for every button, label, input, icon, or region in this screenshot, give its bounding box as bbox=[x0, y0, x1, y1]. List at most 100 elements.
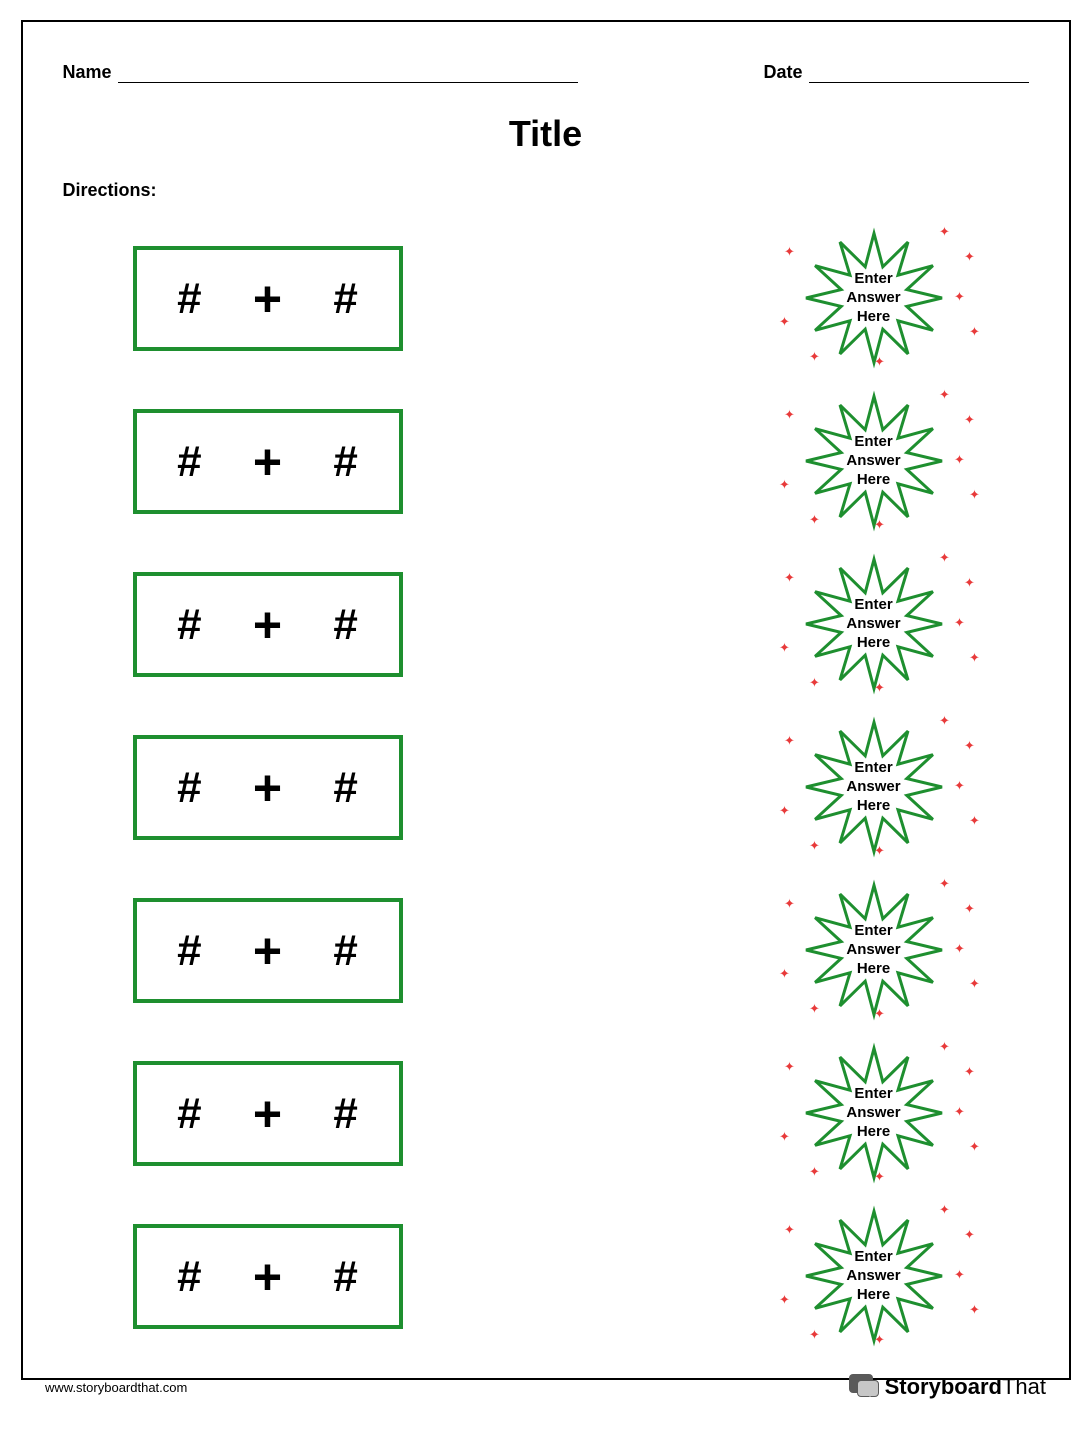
svg-text:✦: ✦ bbox=[939, 715, 950, 728]
answer-burst[interactable]: ✦ ✦ ✦ ✦ ✦ ✦ ✦ ✦ EnterAnswerHere bbox=[769, 878, 979, 1023]
svg-text:✦: ✦ bbox=[809, 1001, 820, 1016]
answer-placeholder-text: EnterAnswerHere bbox=[846, 1248, 900, 1304]
svg-text:✦: ✦ bbox=[964, 738, 975, 753]
svg-text:✦: ✦ bbox=[874, 354, 885, 369]
svg-text:✦: ✦ bbox=[779, 477, 790, 492]
svg-text:✦: ✦ bbox=[779, 803, 790, 818]
svg-text:✦: ✦ bbox=[964, 249, 975, 264]
svg-text:✦: ✦ bbox=[784, 407, 795, 422]
header-row: Name Date bbox=[63, 62, 1029, 83]
operand-right: # bbox=[333, 926, 357, 976]
svg-text:✦: ✦ bbox=[939, 878, 950, 891]
operator-plus-icon: + bbox=[253, 926, 282, 976]
answer-burst[interactable]: ✦✦✦✦✦✦✦✦ EnterAnswerHere bbox=[769, 1204, 979, 1349]
date-field-block: Date bbox=[763, 62, 1028, 83]
svg-text:✦: ✦ bbox=[964, 1227, 975, 1242]
operand-right: # bbox=[333, 437, 357, 487]
problem-box[interactable]: # + # bbox=[133, 409, 403, 514]
svg-text:✦: ✦ bbox=[784, 1222, 795, 1237]
problem-row: # + # ✦✦✦✦✦✦✦✦ EnterAnswerHere bbox=[63, 715, 1029, 860]
svg-text:✦: ✦ bbox=[954, 778, 965, 793]
svg-text:✦: ✦ bbox=[939, 389, 950, 402]
problem-box[interactable]: # + # bbox=[133, 572, 403, 677]
svg-text:✦: ✦ bbox=[969, 813, 979, 828]
svg-text:✦: ✦ bbox=[809, 349, 820, 364]
name-input-line[interactable] bbox=[118, 65, 578, 83]
svg-text:✦: ✦ bbox=[874, 843, 885, 858]
operand-left: # bbox=[177, 274, 201, 324]
problem-box[interactable]: # + # bbox=[133, 1224, 403, 1329]
worksheet-page: Name Date Title Directions: # + # ✦✦✦✦✦✦… bbox=[21, 20, 1071, 1380]
answer-placeholder-text: EnterAnswerHere bbox=[846, 270, 900, 326]
svg-text:✦: ✦ bbox=[954, 615, 965, 630]
problem-box[interactable]: # + # bbox=[133, 246, 403, 351]
operand-left: # bbox=[177, 763, 201, 813]
svg-text:✦: ✦ bbox=[784, 244, 795, 259]
svg-text:✦: ✦ bbox=[784, 1059, 795, 1074]
operator-plus-icon: + bbox=[253, 1252, 282, 1302]
problem-row: # + # ✦✦✦✦✦✦✦✦ EnterAnswerHere bbox=[63, 389, 1029, 534]
operand-right: # bbox=[333, 763, 357, 813]
svg-text:✦: ✦ bbox=[969, 1139, 979, 1154]
answer-placeholder-text: EnterAnswerHere bbox=[846, 922, 900, 978]
answer-burst[interactable]: ✦✦✦✦✦✦✦✦ EnterAnswerHere bbox=[769, 389, 979, 534]
svg-text:✦: ✦ bbox=[954, 289, 965, 304]
operator-plus-icon: + bbox=[253, 600, 282, 650]
svg-text:✦: ✦ bbox=[779, 640, 790, 655]
operand-left: # bbox=[177, 600, 201, 650]
answer-burst[interactable]: ✦✦✦✦✦✦✦✦ EnterAnswerHere bbox=[769, 1041, 979, 1186]
svg-text:✦: ✦ bbox=[969, 976, 979, 991]
operand-right: # bbox=[333, 274, 357, 324]
operator-plus-icon: + bbox=[253, 1089, 282, 1139]
operand-left: # bbox=[177, 437, 201, 487]
svg-text:✦: ✦ bbox=[874, 1169, 885, 1184]
page-title: Title bbox=[63, 113, 1029, 155]
svg-text:✦: ✦ bbox=[964, 1064, 975, 1079]
problem-box[interactable]: # + # bbox=[133, 1061, 403, 1166]
operand-right: # bbox=[333, 1089, 357, 1139]
answer-placeholder-text: EnterAnswerHere bbox=[846, 1085, 900, 1141]
svg-text:✦: ✦ bbox=[874, 1006, 885, 1021]
operator-plus-icon: + bbox=[253, 763, 282, 813]
footer: www.storyboardthat.com StoryboardThat bbox=[45, 1374, 1046, 1400]
problem-row: # + # ✦ ✦ ✦ ✦ ✦ ✦ ✦ ✦ EnterAnswerHere bbox=[63, 226, 1029, 371]
svg-text:✦: ✦ bbox=[779, 314, 790, 329]
svg-text:✦: ✦ bbox=[784, 570, 795, 585]
date-input-line[interactable] bbox=[809, 65, 1029, 83]
svg-text:✦: ✦ bbox=[954, 941, 965, 956]
operand-right: # bbox=[333, 1252, 357, 1302]
svg-text:✦: ✦ bbox=[779, 966, 790, 981]
svg-text:✦: ✦ bbox=[939, 552, 950, 565]
answer-burst[interactable]: ✦✦✦✦✦✦✦✦ EnterAnswerHere bbox=[769, 552, 979, 697]
directions-label: Directions: bbox=[63, 180, 1029, 201]
svg-text:✦: ✦ bbox=[874, 680, 885, 695]
name-label: Name bbox=[63, 62, 112, 83]
speech-bubble-icon bbox=[849, 1374, 879, 1400]
name-field-block: Name bbox=[63, 62, 578, 83]
operand-left: # bbox=[177, 1252, 201, 1302]
problem-row: # + # ✦✦✦✦✦✦✦✦ EnterAnswerHere bbox=[63, 552, 1029, 697]
svg-text:✦: ✦ bbox=[964, 412, 975, 427]
answer-burst[interactable]: ✦✦✦✦✦✦✦✦ EnterAnswerHere bbox=[769, 715, 979, 860]
problems-container: # + # ✦✦✦✦✦✦✦✦ EnterAnswerHere # + # ✦✦✦… bbox=[63, 226, 1029, 1349]
svg-text:✦: ✦ bbox=[964, 575, 975, 590]
svg-text:✦: ✦ bbox=[954, 1267, 965, 1282]
brand-text: StoryboardThat bbox=[885, 1374, 1046, 1400]
operator-plus-icon: + bbox=[253, 437, 282, 487]
svg-text:✦: ✦ bbox=[779, 1129, 790, 1144]
svg-text:✦: ✦ bbox=[964, 901, 975, 916]
svg-text:✦: ✦ bbox=[784, 733, 795, 748]
svg-text:✦: ✦ bbox=[784, 896, 795, 911]
svg-text:✦: ✦ bbox=[874, 1332, 885, 1347]
svg-text:✦: ✦ bbox=[939, 1204, 950, 1217]
svg-text:✦: ✦ bbox=[939, 226, 950, 239]
answer-burst[interactable]: ✦ ✦ ✦ ✦ ✦ ✦ ✦ ✦ EnterAnswerHere bbox=[769, 226, 979, 371]
answer-placeholder-text: EnterAnswerHere bbox=[846, 596, 900, 652]
problem-box[interactable]: # + # bbox=[133, 735, 403, 840]
problem-box[interactable]: # + # bbox=[133, 898, 403, 1003]
operator-plus-icon: + bbox=[253, 274, 282, 324]
svg-text:✦: ✦ bbox=[809, 838, 820, 853]
svg-text:✦: ✦ bbox=[969, 650, 979, 665]
svg-text:✦: ✦ bbox=[969, 324, 979, 339]
svg-text:✦: ✦ bbox=[954, 452, 965, 467]
